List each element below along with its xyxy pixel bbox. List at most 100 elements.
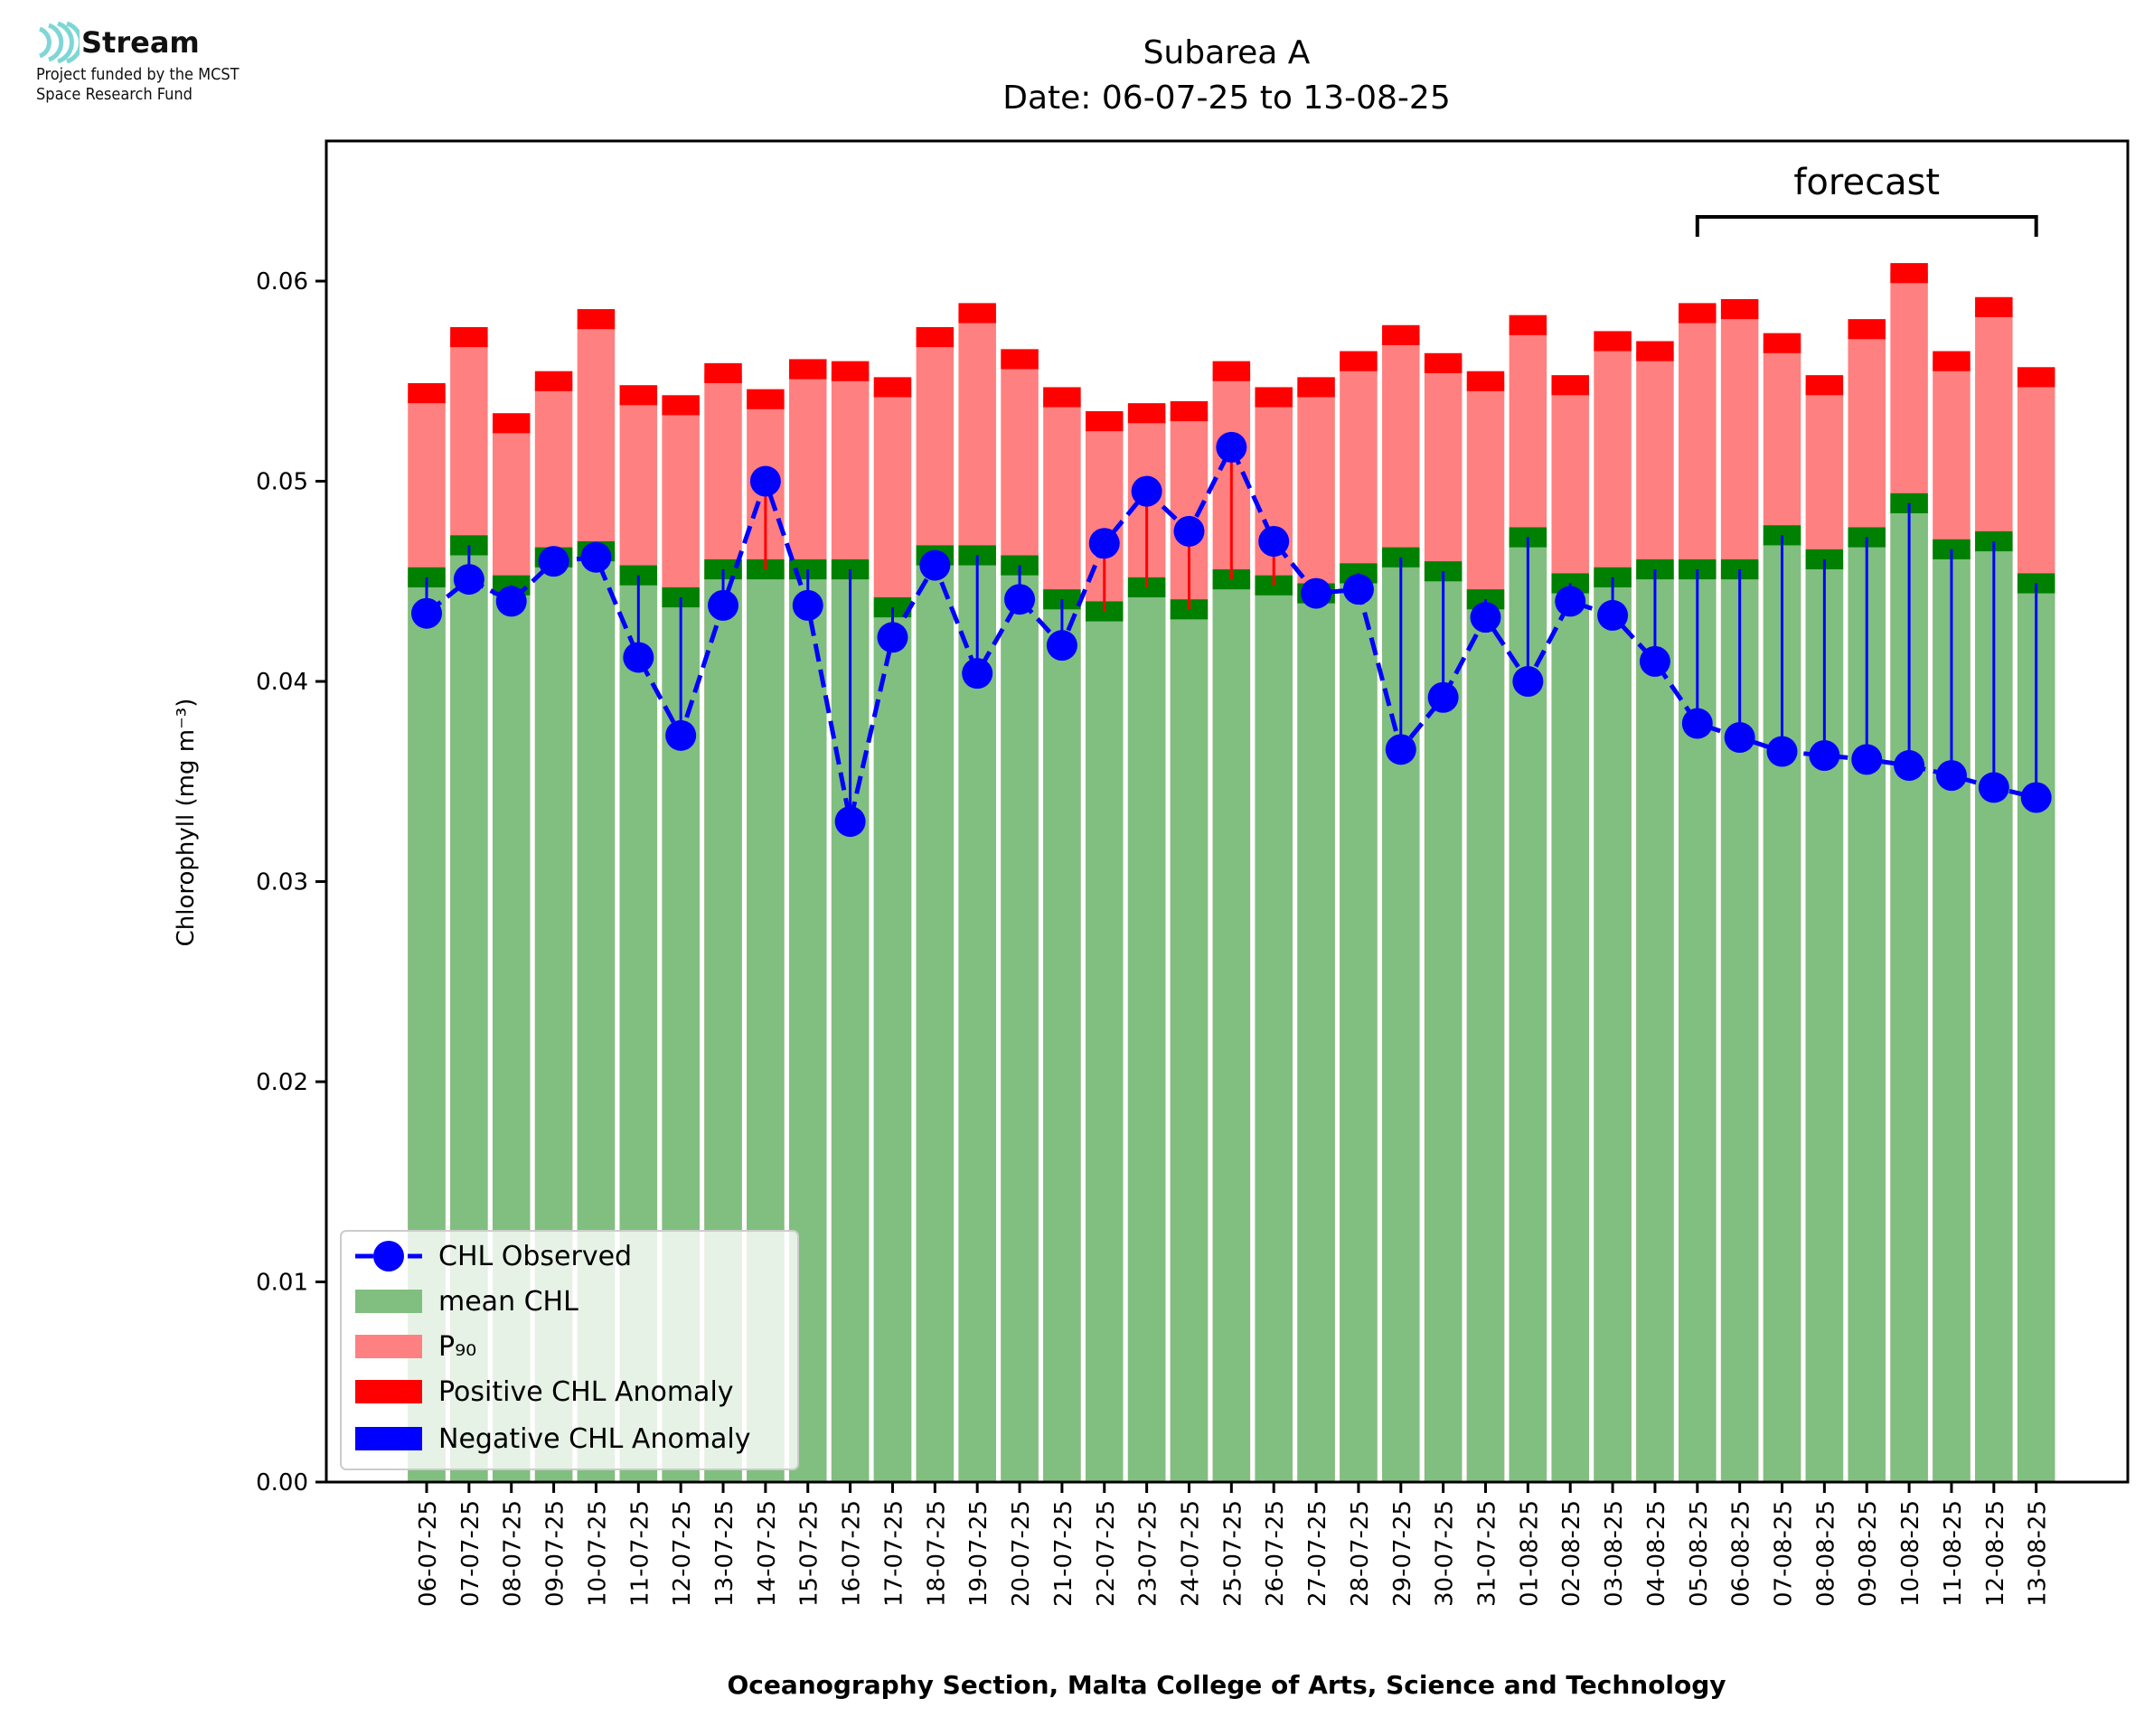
- forecast-bracket: [1695, 215, 2038, 237]
- p90-band: [1466, 371, 1505, 391]
- observed-point: [1470, 602, 1501, 633]
- x-tick-label: 10-07-25: [584, 1500, 611, 1607]
- x-tick-label: 12-08-25: [1982, 1500, 2009, 1607]
- observed-point: [1258, 525, 1290, 557]
- x-tick-label: 21-07-25: [1050, 1500, 1077, 1607]
- x-tick-label: 30-07-25: [1432, 1500, 1459, 1607]
- mean-bar: [1255, 585, 1293, 1482]
- p90-band: [1043, 387, 1081, 408]
- legend-box: [340, 1230, 799, 1470]
- observed-point: [623, 642, 654, 673]
- x-tick-label: 31-07-25: [1474, 1500, 1501, 1607]
- x-tick-label: 29-07-25: [1389, 1500, 1416, 1607]
- observed-point: [1427, 681, 1459, 713]
- x-tick-label: 08-08-25: [1812, 1500, 1839, 1607]
- p90-band: [1679, 303, 1717, 324]
- p90-band: [1763, 333, 1801, 353]
- observed-point: [1724, 722, 1755, 754]
- x-tick-label: 07-07-25: [457, 1500, 484, 1607]
- x-tick-label: 06-07-25: [415, 1500, 442, 1607]
- observed-point: [1216, 431, 1247, 463]
- observed-point: [411, 597, 442, 629]
- p90-band: [1212, 361, 1251, 381]
- p90-band: [492, 413, 531, 434]
- p90-band: [704, 362, 742, 384]
- mean-band: [958, 545, 996, 566]
- x-tick-label: 11-08-25: [1940, 1500, 1967, 1607]
- x-tick-label: 28-07-25: [1347, 1500, 1374, 1607]
- x-tick-label: 20-07-25: [1008, 1500, 1035, 1607]
- mean-bar: [1212, 579, 1251, 1482]
- mean-bar: [1086, 611, 1124, 1482]
- observed-point: [1004, 584, 1036, 615]
- legend-mean-swatch: [355, 1290, 422, 1313]
- p90-band: [788, 359, 827, 380]
- mean-bar: [1001, 565, 1039, 1482]
- p90-band: [1340, 351, 1378, 371]
- p90-band: [1424, 352, 1463, 373]
- observed-point: [1512, 666, 1544, 698]
- observed-point: [749, 465, 781, 497]
- stream-waves-icon: [38, 22, 80, 63]
- observed-point: [1173, 515, 1205, 547]
- observed-point: [1681, 708, 1713, 739]
- forecast-annotation: forecast: [1695, 162, 2038, 237]
- y-tick-label: 0.02: [256, 1069, 308, 1096]
- observed-point: [453, 564, 484, 596]
- mean-bar: [1043, 599, 1081, 1482]
- mean-bar: [1297, 593, 1335, 1482]
- logo-subtitle: Project funded by the MCST Space Researc…: [36, 65, 240, 105]
- observed-point: [1301, 577, 1332, 609]
- observed-point: [919, 549, 951, 581]
- x-tick-label: 14-07-25: [754, 1500, 781, 1607]
- observed-point: [1597, 599, 1629, 631]
- x-tick-label: 07-08-25: [1771, 1500, 1798, 1607]
- observed-point: [1766, 736, 1798, 767]
- p90-band: [1933, 351, 1971, 371]
- observed-point: [962, 658, 993, 690]
- mean-bar: [1594, 577, 1632, 1482]
- stream-logo: Stream Project funded by the MCST Space …: [34, 22, 360, 121]
- x-tick-label: 22-07-25: [1093, 1500, 1120, 1607]
- observed-point: [1978, 772, 2009, 803]
- x-tick-label: 01-08-25: [1516, 1500, 1543, 1607]
- forecast-label: forecast: [1793, 162, 1940, 203]
- legend-label: mean CHL: [438, 1286, 578, 1318]
- y-tick-label: 0.00: [256, 1469, 308, 1497]
- p90-band: [662, 395, 700, 416]
- mean-band: [662, 586, 700, 608]
- mean-bar: [1466, 599, 1505, 1482]
- plot-frame: [325, 139, 2130, 1484]
- p90-band: [450, 326, 488, 348]
- x-tick-label: 19-07-25: [965, 1500, 992, 1607]
- x-tick-label: 04-08-25: [1643, 1500, 1670, 1607]
- observed-point: [1935, 760, 1967, 792]
- x-tick-label: 08-07-25: [500, 1500, 527, 1607]
- x-tick-label: 06-08-25: [1728, 1500, 1755, 1607]
- p90-band: [619, 385, 658, 406]
- observed-point: [665, 719, 697, 751]
- chart-subtitle: Date: 06-07-25 to 13-08-25: [1002, 80, 1450, 117]
- p90-band: [1636, 341, 1674, 361]
- mean-bar: [958, 555, 996, 1483]
- p90-band: [408, 383, 446, 404]
- y-tick-label: 0.06: [256, 268, 308, 296]
- logo-name: Stream: [81, 25, 200, 60]
- chart-title: Subarea A: [1143, 34, 1311, 71]
- observed-point: [580, 541, 612, 573]
- observed-point: [1385, 734, 1416, 765]
- p90-band: [1255, 387, 1293, 408]
- x-tick-label: 18-07-25: [923, 1500, 950, 1607]
- observed-point: [2020, 782, 2052, 813]
- observed-point: [1342, 574, 1374, 605]
- axis-layer: 0.00 0.01 0.02 0.03 0.04 0.05 0.06 06-07-25 07-0…: [256, 268, 2052, 1607]
- p90-band: [873, 377, 912, 398]
- p90-band: [958, 303, 996, 324]
- x-tick-label: 17-07-25: [880, 1500, 908, 1607]
- legend-label: P₉₀: [438, 1331, 476, 1363]
- p90-band: [831, 361, 870, 381]
- x-axis-label: Oceanography Section, Malta College of A…: [727, 1670, 1726, 1700]
- legend-label: CHL Observed: [438, 1241, 632, 1272]
- observed-point: [538, 546, 569, 577]
- mean-bar: [1424, 571, 1463, 1482]
